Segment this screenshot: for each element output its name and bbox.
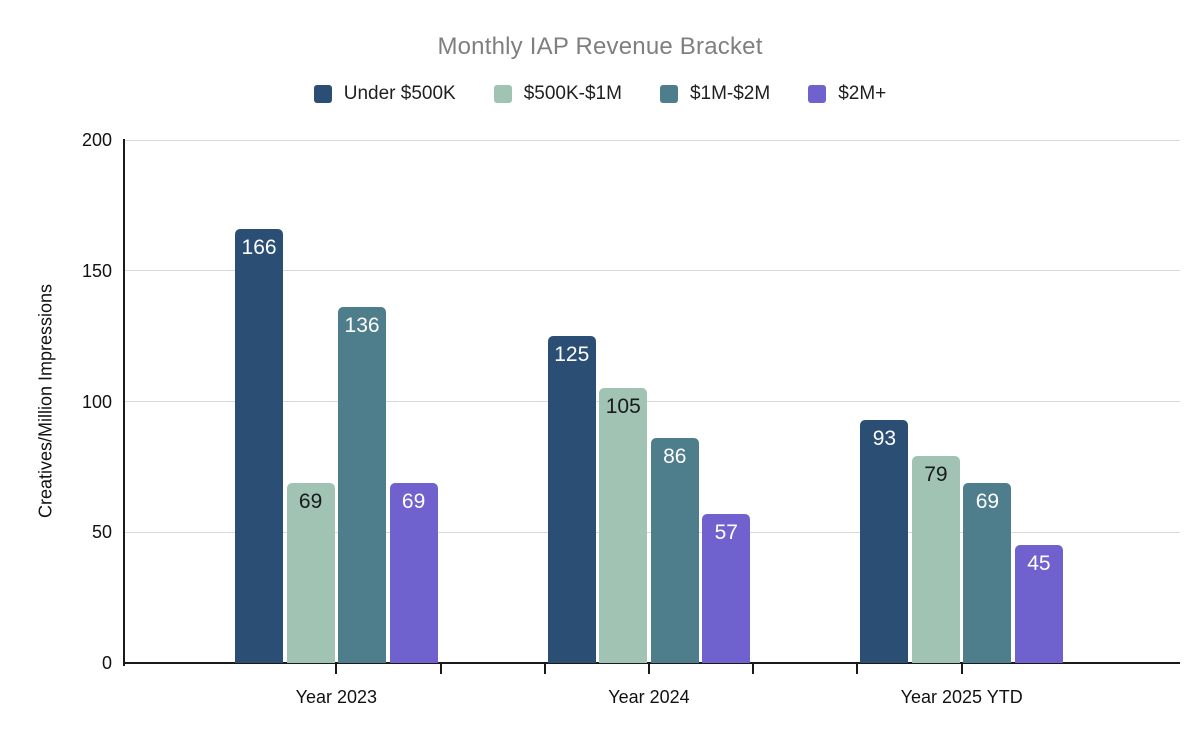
x-axis-tick xyxy=(335,662,338,674)
x-axis-tick xyxy=(648,662,650,674)
bar-value-label: 79 xyxy=(924,463,948,487)
bar-value-label: 69 xyxy=(298,489,323,513)
x-axis-tick xyxy=(856,662,859,674)
bar-value-label: 69 xyxy=(975,489,1000,513)
x-axis-tick xyxy=(960,662,963,674)
bar-2m-year-2023[interactable]: 69 xyxy=(389,482,438,663)
y-tick-label: 200 xyxy=(81,130,112,150)
y-tick-label: 50 xyxy=(91,522,112,543)
legend-swatch-icon xyxy=(493,85,512,103)
legend-label: Under $500K xyxy=(343,83,456,104)
x-axis-tick xyxy=(543,662,546,674)
x-axis-tick xyxy=(439,662,442,674)
bar-value-label: 125 xyxy=(554,343,590,367)
bar-500k-1m-year-2023[interactable]: 69 xyxy=(286,482,335,663)
legend-label: $500K-$1M xyxy=(523,83,622,104)
bar-value-label: 105 xyxy=(605,395,641,419)
bar-under-500k-year-2023[interactable]: 166 xyxy=(235,228,284,663)
gridline xyxy=(125,139,1180,141)
legend-swatch-icon xyxy=(808,85,827,103)
legend-swatch-icon xyxy=(659,85,678,103)
legend-item-under-500k[interactable]: Under $500K xyxy=(313,83,456,105)
bar-value-label: 93 xyxy=(872,426,897,450)
y-tick-label: 0 xyxy=(101,653,112,673)
bar-2m-year-2024[interactable]: 57 xyxy=(702,513,751,663)
y-axis-line xyxy=(123,139,125,666)
bar-value-label: 166 xyxy=(241,235,277,259)
bar-1m-2m-year-2023[interactable]: 136 xyxy=(338,307,387,663)
x-category-label-year-2024: Year 2024 xyxy=(608,687,690,707)
bar-value-label: 57 xyxy=(714,520,738,544)
gridline xyxy=(125,401,1180,402)
gridline xyxy=(125,270,1180,272)
bar-500k-1m-year-2025-ytd[interactable]: 79 xyxy=(911,456,960,663)
bar-value-label: 136 xyxy=(344,314,380,338)
x-category-label-year-2025-ytd: Year 2025 YTD xyxy=(900,687,1023,707)
y-tick-label: 150 xyxy=(81,260,112,281)
legend-item-2m[interactable]: $2M+ xyxy=(808,83,886,105)
legend-item-1m-2m[interactable]: $1M-$2M xyxy=(659,83,771,105)
x-axis-tick xyxy=(752,662,755,674)
x-axis-line xyxy=(123,662,1180,664)
y-tick-label: 100 xyxy=(81,391,112,412)
bar-1m-2m-year-2025-ytd[interactable]: 69 xyxy=(963,482,1012,663)
bar-value-label: 86 xyxy=(663,445,687,469)
bar-value-label: 45 xyxy=(1027,552,1051,576)
legend: Under $500K $500K-$1M $1M-$2M $2M+ xyxy=(0,83,1200,105)
bar-value-label: 69 xyxy=(401,489,426,513)
legend-label: $1M-$2M xyxy=(689,83,771,104)
legend-item-500k-1m[interactable]: $500K-$1M xyxy=(493,83,622,105)
bar-under-500k-year-2024[interactable]: 125 xyxy=(547,336,596,663)
bar-1m-2m-year-2024[interactable]: 86 xyxy=(650,438,699,663)
bar-2m-year-2025-ytd[interactable]: 45 xyxy=(1014,545,1063,663)
legend-label: $2M+ xyxy=(838,83,887,104)
legend-swatch-icon xyxy=(313,85,332,103)
bar-500k-1m-year-2024[interactable]: 105 xyxy=(599,388,648,663)
bar-under-500k-year-2025-ytd[interactable]: 93 xyxy=(860,419,909,663)
chart-title: Monthly IAP Revenue Bracket xyxy=(437,33,763,60)
x-category-label-year-2023: Year 2023 xyxy=(295,687,378,707)
